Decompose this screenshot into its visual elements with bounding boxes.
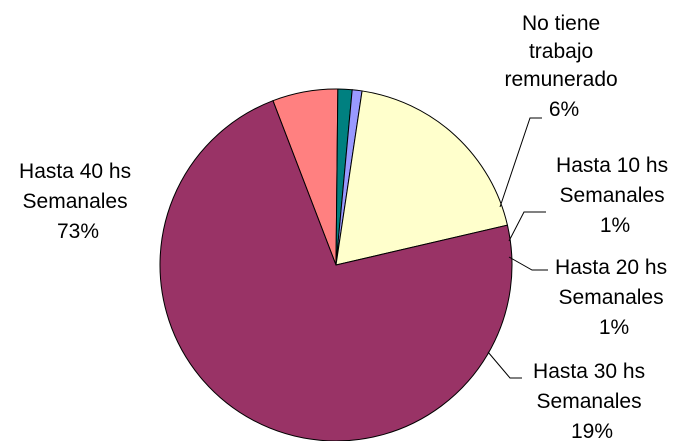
pie-slice-40hs [159, 100, 513, 441]
pie-slices [159, 88, 513, 441]
slice-percent-no-remunerado: 6% [549, 98, 579, 121]
slice-percent-30hs: 19% [571, 420, 613, 441]
slice-label-no-remunerado: No tiene trabajo remunerado 6% [504, 12, 623, 121]
slice-label-30hs-line1: Hasta 30 hs [533, 360, 645, 383]
leader-line-30hs [487, 351, 522, 379]
slice-label-20hs-line1: Hasta 20 hs [555, 256, 667, 279]
slice-label-10hs: Hasta 10 hs Semanales 1% [556, 154, 674, 237]
slice-label-20hs-line2: Semanales [559, 286, 664, 309]
slice-percent-20hs: 1% [599, 316, 629, 339]
slice-label-10hs-line2: Semanales [560, 184, 665, 207]
slice-label-40hs-line2: Semanales [23, 190, 128, 213]
slice-label-20hs: Hasta 20 hs Semanales 1% [555, 256, 673, 339]
slice-label-no-remunerado-line1: No tiene [522, 12, 600, 35]
slice-label-40hs: Hasta 40 hs Semanales 73% [19, 160, 137, 243]
slice-percent-40hs: 73% [57, 220, 99, 243]
label-leader-lines [487, 117, 548, 379]
leader-line-20hs [508, 256, 548, 271]
pie-slice-30hs [335, 90, 509, 266]
leader-line-no-remunerado [499, 117, 542, 208]
slice-label-30hs: Hasta 30 hs Semanales 19% [533, 360, 651, 441]
slice-label-no-remunerado-line3: remunerado [504, 68, 617, 91]
slice-label-no-remunerado-line2: trabajo [529, 40, 593, 63]
slice-percent-10hs: 1% [600, 214, 630, 237]
slice-label-30hs-line2: Semanales [537, 390, 642, 413]
slice-label-10hs-line1: Hasta 10 hs [556, 154, 668, 177]
slice-label-40hs-line1: Hasta 40 hs [19, 160, 131, 183]
leader-line-10hs [508, 211, 546, 242]
